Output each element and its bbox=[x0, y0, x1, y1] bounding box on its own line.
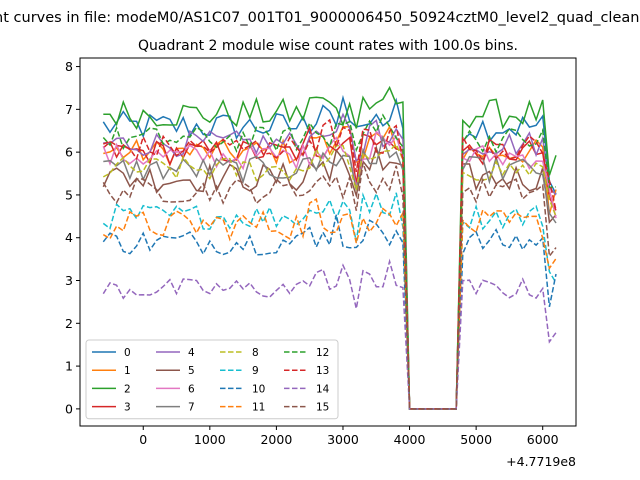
y-tick-label: 0 bbox=[65, 401, 73, 416]
y-tick-label: 2 bbox=[65, 316, 73, 331]
y-tick-label: 3 bbox=[65, 273, 73, 288]
x-axis: 0 1000 2000 3000 4000 5000 6000 bbox=[139, 426, 559, 447]
legend-label-0: 0 bbox=[124, 347, 131, 359]
series-line-0 bbox=[102, 94, 557, 410]
series-line-4 bbox=[103, 112, 557, 410]
series-line-11 bbox=[102, 198, 557, 410]
legend-label-8: 8 bbox=[252, 347, 259, 359]
x-tick-label: 1000 bbox=[194, 432, 226, 447]
legend-label-12: 12 bbox=[316, 347, 329, 359]
y-tick-label: 6 bbox=[65, 145, 73, 160]
y-axis: 0 1 2 3 4 5 6 7 8 bbox=[65, 59, 80, 416]
y-tick-label: 5 bbox=[65, 187, 73, 202]
legend-label-15: 15 bbox=[316, 402, 329, 414]
legend-label-13: 13 bbox=[316, 365, 329, 377]
x-tick-label: 3000 bbox=[327, 432, 359, 447]
y-tick-label: 7 bbox=[65, 102, 73, 117]
x-tick-label: 2000 bbox=[260, 432, 292, 447]
legend-frame bbox=[85, 339, 339, 420]
series-line-10 bbox=[102, 214, 557, 410]
series-line-2 bbox=[103, 85, 557, 410]
plot-area bbox=[102, 85, 557, 410]
legend-label-7: 7 bbox=[188, 402, 195, 414]
y-tick-label: 8 bbox=[65, 59, 73, 74]
y-tick-label: 1 bbox=[65, 359, 73, 374]
legend-label-11: 11 bbox=[252, 402, 265, 414]
series-line-1 bbox=[103, 124, 557, 410]
legend-label-1: 1 bbox=[124, 365, 131, 377]
legend-label-4: 4 bbox=[188, 347, 195, 359]
series-line-9 bbox=[102, 191, 557, 410]
series-line-6 bbox=[102, 130, 557, 410]
series-line-15 bbox=[102, 162, 557, 410]
legend-label-10: 10 bbox=[252, 383, 265, 395]
chart-title: Quadrant 2 module wise count rates with … bbox=[138, 38, 518, 54]
x-tick-label: 6000 bbox=[527, 432, 559, 447]
series-line-13 bbox=[103, 118, 557, 410]
figure-suptitle: Light curves in file: modeM0/AS1C07_001T… bbox=[0, 10, 640, 26]
legend-label-6: 6 bbox=[188, 383, 195, 395]
series-line-14 bbox=[102, 258, 557, 410]
legend-label-2: 2 bbox=[124, 383, 131, 395]
legend-label-5: 5 bbox=[188, 365, 195, 377]
x-axis-offset-label: +4.7719e8 bbox=[506, 454, 576, 469]
series-line-8 bbox=[102, 143, 557, 410]
x-tick-label: 5000 bbox=[460, 432, 492, 447]
x-tick-label: 4000 bbox=[394, 432, 426, 447]
y-tick-label: 4 bbox=[65, 230, 73, 245]
legend-label-3: 3 bbox=[124, 402, 131, 414]
x-tick-label: 0 bbox=[139, 432, 147, 447]
legend-label-9: 9 bbox=[252, 365, 259, 377]
series-line-5 bbox=[102, 144, 557, 410]
legend-label-14: 14 bbox=[316, 383, 330, 395]
axes-frame bbox=[79, 57, 577, 427]
